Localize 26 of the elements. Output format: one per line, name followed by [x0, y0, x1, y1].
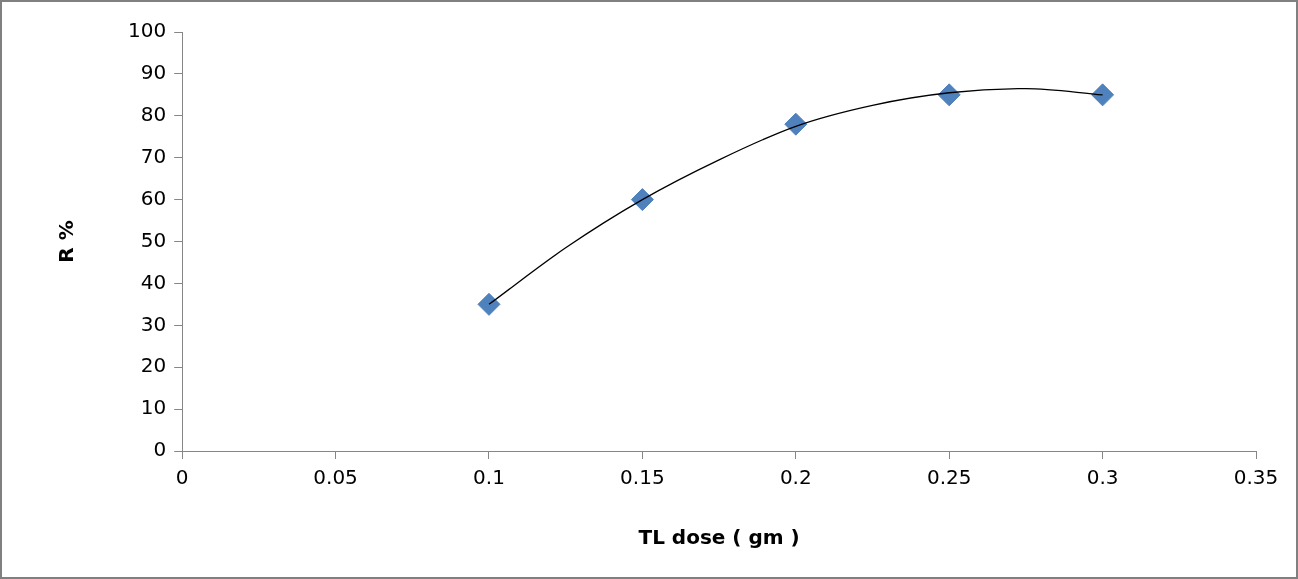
y-tick-label: 50	[140, 227, 167, 252]
x-tick-label: 0.05	[313, 465, 358, 490]
point	[937, 83, 961, 107]
x-tick-label: 0.25	[926, 465, 972, 490]
y-axis-title: R %	[54, 220, 79, 263]
y-tick-label: 100	[127, 18, 167, 43]
x-tick-label: 0.3	[1086, 465, 1119, 490]
point	[477, 292, 501, 316]
x-axis-title: TL dose ( gm )	[638, 525, 800, 550]
x-tick-label: 0.15	[620, 465, 665, 490]
y-tick-label: 10	[140, 395, 167, 420]
y-tick-label: 90	[140, 60, 167, 85]
point	[784, 112, 808, 136]
x-tick-label: 0.1	[473, 465, 505, 490]
y-tick-label: 0	[153, 437, 167, 462]
point	[630, 188, 654, 212]
y-tick-label: 40	[140, 269, 167, 294]
x-tick-label: 0.2	[779, 465, 812, 490]
y-tick-label: 80	[140, 102, 167, 126]
x-tick-label: 0	[175, 465, 189, 490]
y-tick-label: 70	[140, 143, 167, 168]
y-tick-label: 30	[140, 311, 167, 336]
point	[1091, 83, 1115, 107]
y-tick-label: 20	[140, 353, 167, 378]
y-tick-label: 60	[140, 185, 167, 210]
x-tick-label: 0.35	[1233, 465, 1279, 490]
